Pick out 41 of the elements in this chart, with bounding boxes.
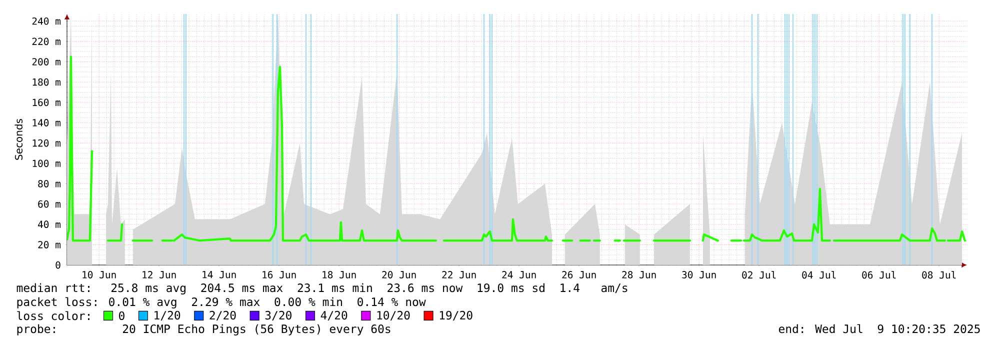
- text: median rtt: 25.8 ms avg 204.5 ms max 23.1 ms min 23.6 ms now 19.0 ms sd 1.4 am/s: [16, 283, 628, 294]
- y-tick-label: 20 m: [38, 241, 60, 248]
- y-tick-label: 60 m: [38, 200, 60, 208]
- text: end: Wed Jul 9 10:20:35 2025: [778, 324, 980, 334]
- legend-label: 0: [119, 311, 124, 320]
- x-tick-label: 26 Jun: [562, 271, 596, 278]
- x-tick-label: 08 Jul: [922, 271, 956, 279]
- x-tick-label: 22 Jun: [442, 271, 476, 278]
- x-tick-label: 12 Jun: [142, 271, 176, 278]
- x-tick-label: 16 Jun: [262, 271, 296, 278]
- legend-label: 2/20: [210, 310, 236, 320]
- x-tick-label: 20 Jun: [382, 271, 416, 278]
- x-tick-label: 02 Jul: [742, 271, 776, 279]
- text: probe: 20 ICMP Echo Pings (56 Bytes) every 60s: [17, 324, 390, 336]
- legend-label: 10/20: [377, 310, 410, 320]
- x-tick-label: 06 Jul: [862, 271, 896, 279]
- y-tick-label: 120 m: [32, 139, 60, 147]
- y-tick-label: 240 m: [32, 17, 60, 25]
- x-tick-label: 14 Jun: [202, 271, 236, 278]
- legend-label: 4/20: [320, 310, 348, 320]
- y-tick-label: 0: [56, 261, 60, 269]
- y-tick-label: 180 m: [32, 78, 60, 86]
- y-tick-label: 220 m: [32, 38, 60, 46]
- y-tick-label: 140 m: [32, 119, 60, 126]
- y-tick-label: 200 m: [32, 58, 60, 66]
- y-tick-label: 160 m: [32, 98, 60, 106]
- x-tick-label: 28 Jun: [622, 271, 656, 278]
- text: packet loss: 0.01 % avg 2.29 % max 0.00 % min 0.14 % now: [17, 297, 426, 308]
- y-axis-title: Seconds: [14, 118, 23, 160]
- legend-label: 3/20: [265, 310, 292, 320]
- legend-title: loss color:: [17, 311, 90, 320]
- x-tick-label: 24 Jun: [502, 271, 536, 278]
- legend-label: 1/20: [154, 310, 180, 320]
- y-tick-label: 100 m: [32, 160, 60, 168]
- x-tick-label: 18 Jun: [322, 271, 356, 278]
- y-tick-label: 80 m: [38, 180, 60, 188]
- y-tick-label: 40 m: [38, 220, 60, 228]
- x-tick-label: 30 Jun: [682, 271, 716, 278]
- x-tick-label: 10 Jun: [82, 271, 116, 278]
- legend-label: 19/20: [440, 310, 472, 320]
- x-tick-label: 04 Jul: [802, 271, 836, 279]
